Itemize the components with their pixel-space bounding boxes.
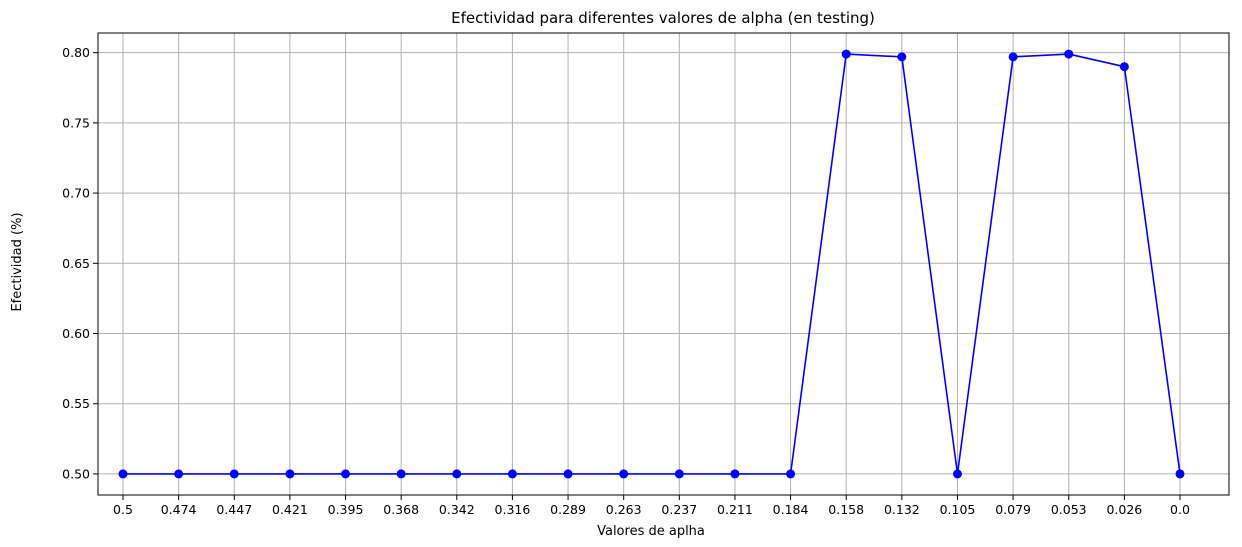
x-tick-label: 0.263 bbox=[606, 502, 642, 517]
series-polyline bbox=[123, 53, 1181, 475]
x-tick-label: 0.105 bbox=[940, 502, 976, 517]
y-tick-label: 0.55 bbox=[62, 396, 90, 411]
data-point bbox=[1008, 52, 1018, 62]
data-point bbox=[674, 469, 684, 479]
y-tick-label: 0.50 bbox=[62, 466, 90, 481]
x-tick-label: 0.342 bbox=[439, 502, 475, 517]
x-tick-label: 0.0 bbox=[1170, 502, 1190, 517]
x-tick-label: 0.421 bbox=[272, 502, 308, 517]
x-tick-label: 0.132 bbox=[884, 502, 920, 517]
data-point bbox=[229, 469, 239, 479]
grid bbox=[98, 33, 1229, 495]
y-axis-label: Efectividad (%) bbox=[10, 212, 25, 311]
y-tick-label: 0.80 bbox=[62, 45, 90, 60]
x-axis-label: Valores de aplha bbox=[597, 524, 705, 539]
data-point bbox=[952, 469, 962, 479]
x-tick-label: 0.184 bbox=[773, 502, 809, 517]
data-point bbox=[174, 469, 184, 479]
data-point bbox=[341, 469, 351, 479]
data-point bbox=[1064, 49, 1074, 59]
data-point bbox=[1175, 469, 1185, 479]
y-tick-label: 0.65 bbox=[62, 256, 90, 271]
series-line bbox=[118, 49, 1185, 479]
data-point bbox=[563, 469, 573, 479]
data-point bbox=[730, 469, 740, 479]
x-tick-label: 0.474 bbox=[161, 502, 197, 517]
plot-frame bbox=[97, 32, 1230, 496]
x-tick-label: 0.053 bbox=[1051, 502, 1087, 517]
x-tick-label: 0.447 bbox=[216, 502, 252, 517]
y-axis-ticks: 0.50 0.55 0.60 0.65 0.70 0.75 0.80 bbox=[62, 45, 98, 481]
data-point bbox=[1119, 62, 1129, 72]
x-tick-label: 0.395 bbox=[328, 502, 364, 517]
x-tick-label: 0.026 bbox=[1106, 502, 1142, 517]
x-tick-label: 0.368 bbox=[383, 502, 419, 517]
x-tick-label: 0.5 bbox=[113, 502, 133, 517]
x-tick-label: 0.237 bbox=[661, 502, 697, 517]
x-tick-label: 0.158 bbox=[828, 502, 864, 517]
data-point bbox=[396, 469, 406, 479]
data-point bbox=[786, 469, 796, 479]
x-tick-label: 0.289 bbox=[550, 502, 586, 517]
y-tick-label: 0.70 bbox=[62, 186, 90, 201]
data-point bbox=[452, 469, 462, 479]
data-point bbox=[285, 469, 295, 479]
x-tick-label: 0.316 bbox=[495, 502, 531, 517]
y-tick-label: 0.75 bbox=[62, 115, 90, 130]
data-point bbox=[841, 49, 851, 59]
x-axis-ticks: 0.5 0.474 0.447 0.421 0.395 0.368 0.342 0.316 0.… bbox=[113, 495, 1190, 517]
data-point bbox=[507, 469, 517, 479]
x-tick-label: 0.211 bbox=[717, 502, 753, 517]
data-point bbox=[619, 469, 629, 479]
data-point bbox=[897, 52, 907, 62]
data-point bbox=[118, 469, 128, 479]
chart-title: Efectividad para diferentes valores de a… bbox=[451, 9, 875, 27]
y-tick-label: 0.60 bbox=[62, 326, 90, 341]
x-tick-label: 0.079 bbox=[995, 502, 1031, 517]
